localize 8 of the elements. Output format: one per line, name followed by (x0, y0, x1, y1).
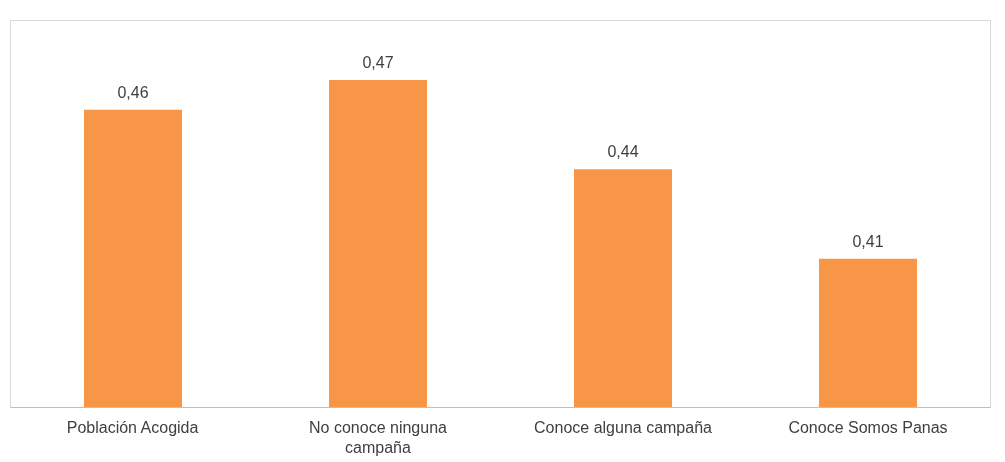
x-tick-label: Población Acogida (66, 418, 199, 436)
data-label: 0,41 (852, 232, 884, 250)
data-label: 0,46 (117, 83, 149, 101)
x-tick-label: Conoce Somos Panas (788, 418, 948, 436)
data-label: 0,44 (607, 143, 639, 161)
x-tick-label: No conoce ninguna campaña (309, 418, 448, 456)
x-tick-label: Conoce alguna campaña (534, 418, 713, 436)
data-label: 0,47 (362, 54, 394, 72)
